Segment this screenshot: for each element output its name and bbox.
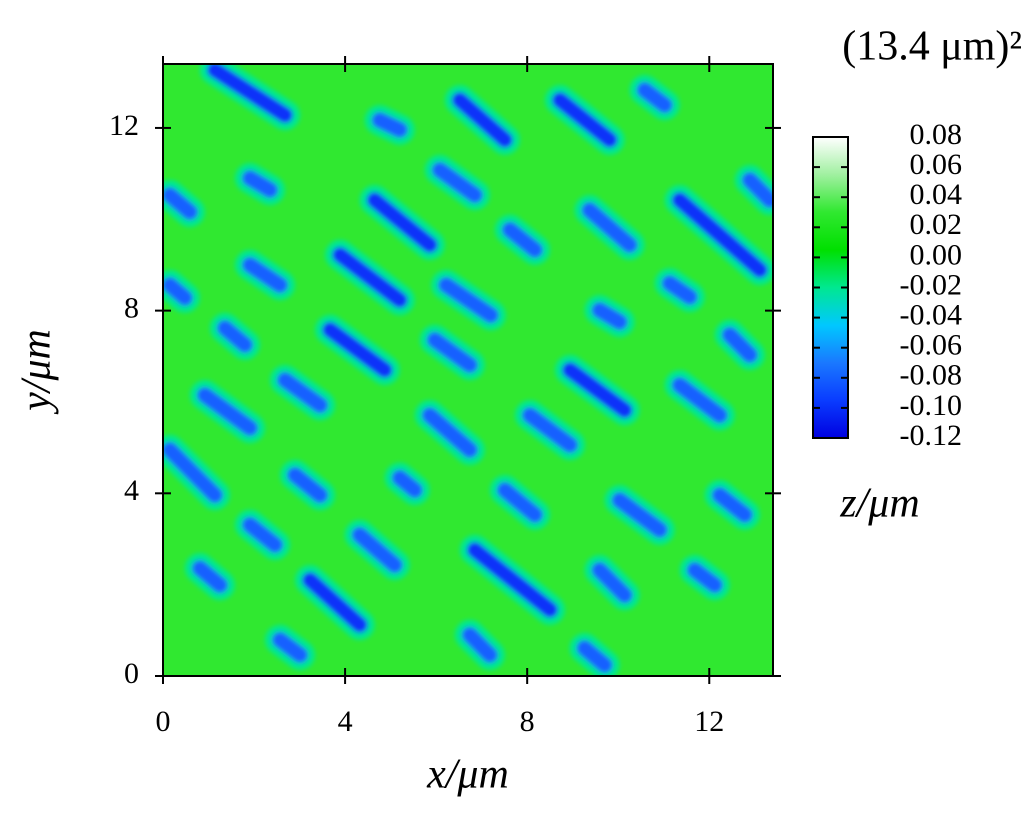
pit — [551, 92, 618, 148]
pit — [451, 92, 513, 148]
y-tick-label: 0 — [124, 657, 139, 690]
pit — [216, 319, 253, 353]
y-tick-label: 4 — [124, 474, 139, 507]
pit — [576, 640, 613, 674]
pit — [438, 277, 499, 324]
x-tick-label: 12 — [694, 705, 724, 738]
x-tick-label: 8 — [520, 705, 535, 738]
pit — [496, 482, 543, 523]
pit — [191, 560, 228, 594]
x-tick-label: 0 — [156, 705, 171, 738]
pit — [426, 331, 478, 373]
colorbar-tick-label: 0.00 — [910, 238, 963, 271]
colorbar-label: z/μm — [839, 481, 919, 527]
colorbar-tick-label: -0.06 — [900, 329, 963, 362]
pit — [636, 82, 673, 114]
pit — [302, 572, 368, 633]
pits — [163, 64, 773, 676]
pit — [671, 377, 728, 424]
pit — [206, 64, 293, 124]
y-tick-label: 8 — [124, 292, 139, 325]
colorbar-tick-label: 0.08 — [910, 118, 963, 151]
pit — [741, 172, 773, 209]
pit — [591, 302, 628, 331]
pit — [366, 192, 438, 253]
pit — [391, 469, 423, 499]
pit — [581, 202, 638, 253]
pit — [163, 187, 198, 220]
pit — [163, 277, 193, 306]
pit — [322, 321, 393, 378]
pit — [287, 467, 329, 504]
pit — [611, 492, 668, 538]
colorbar-tick-label: 0.04 — [910, 178, 963, 211]
pit — [277, 372, 329, 414]
pit — [501, 221, 543, 258]
pit — [661, 275, 698, 305]
colorbar-tick-label: -0.02 — [900, 268, 963, 301]
pit — [421, 407, 478, 458]
pit — [271, 631, 309, 663]
pit — [466, 541, 558, 618]
pit — [591, 562, 633, 604]
pit — [711, 487, 753, 523]
colorbar-tick-label: -0.12 — [900, 419, 963, 452]
colorbar-tick-label: -0.08 — [900, 359, 963, 392]
plot-frame — [162, 63, 774, 677]
x-axis-label: x/μm — [426, 752, 509, 798]
y-tick-label: 12 — [109, 109, 139, 142]
pit — [521, 407, 578, 453]
pit — [371, 112, 408, 138]
y-axis-label: y/μm — [14, 329, 60, 415]
pit — [671, 192, 768, 278]
colorbar-tick-label: 0.06 — [910, 148, 963, 181]
pit — [163, 441, 223, 504]
chart-title: (13.4 μm)² — [842, 24, 1022, 70]
colorbar-tick-label: 0.02 — [910, 208, 963, 241]
pit — [461, 626, 498, 663]
pit — [686, 562, 723, 594]
pit — [241, 516, 283, 553]
pit — [431, 161, 483, 204]
pit — [351, 526, 403, 574]
colorbar-tick-label: -0.04 — [900, 298, 963, 331]
x-tick-label: 4 — [338, 705, 353, 738]
pit — [241, 170, 278, 199]
pit — [332, 246, 408, 309]
pit — [241, 256, 288, 294]
colorbar-tick-label: -0.10 — [900, 389, 963, 422]
map — [163, 64, 773, 676]
pit — [196, 387, 258, 437]
pit — [721, 326, 758, 363]
pit — [561, 362, 633, 419]
